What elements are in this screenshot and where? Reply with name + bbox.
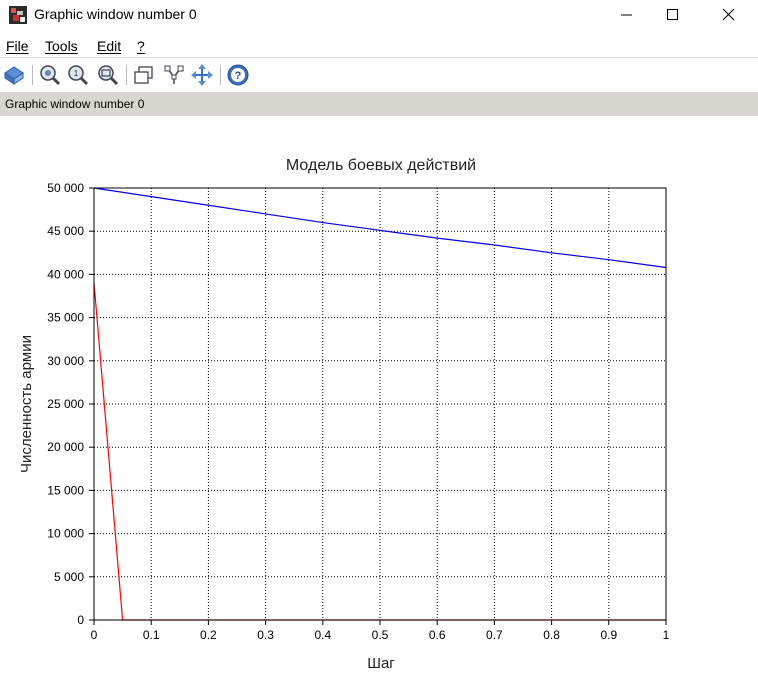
x-tick-label: 0 xyxy=(91,628,98,642)
title-bar: Graphic window number 0 xyxy=(0,0,758,30)
zoom-region-icon[interactable] xyxy=(96,63,120,87)
close-icon xyxy=(723,9,735,21)
maximize-icon xyxy=(667,9,678,20)
menu-edit[interactable]: Edit xyxy=(97,38,122,54)
menu-help[interactable]: ? xyxy=(137,38,145,54)
minimize-button[interactable] xyxy=(604,0,650,30)
help-icon[interactable]: ? xyxy=(226,63,250,87)
x-tick-label: 1 xyxy=(663,628,670,642)
y-tick-label: 35 000 xyxy=(47,311,84,325)
x-tick-label: 0.8 xyxy=(543,628,560,642)
x-tick-label: 0.7 xyxy=(486,628,503,642)
toolbar-separator xyxy=(32,65,33,85)
y-tick-label: 20 000 xyxy=(47,440,84,454)
y-tick-label: 40 000 xyxy=(47,267,84,281)
x-tick-label: 0.2 xyxy=(200,628,217,642)
x-tick-label: 0.5 xyxy=(372,628,389,642)
y-tick-label: 0 xyxy=(77,613,84,627)
pan-icon[interactable] xyxy=(190,63,214,87)
scilab-app-icon xyxy=(9,6,27,24)
new-window-icon[interactable] xyxy=(132,63,156,87)
close-button[interactable] xyxy=(706,0,752,30)
y-axis-label: Численность армии xyxy=(18,335,35,473)
y-tick-label: 25 000 xyxy=(47,397,84,411)
zoom-fit-icon[interactable]: 1 xyxy=(66,63,90,87)
y-tick-label: 10 000 xyxy=(47,527,84,541)
toolbar-separator xyxy=(126,65,127,85)
y-tick-label: 5 000 xyxy=(54,570,84,584)
y-tick-label: 50 000 xyxy=(47,181,84,195)
y-axis: 0 5 000 10 000 15 000 20 000 25 000 30 000 35 0… xyxy=(47,181,94,627)
chart-title: Модель боевых действий xyxy=(286,157,476,174)
x-tick-label: 0.1 xyxy=(143,628,160,642)
toolbar: 1 xyxy=(0,59,758,91)
info-bar-text: Graphic window number 0 xyxy=(5,97,145,111)
grid xyxy=(93,187,667,621)
toolbar-separator xyxy=(220,65,221,85)
menu-tools[interactable]: Tools xyxy=(45,38,78,54)
y-tick-label: 45 000 xyxy=(47,224,84,238)
menu-file[interactable]: File xyxy=(6,38,29,54)
info-bar: Graphic window number 0 xyxy=(0,92,758,116)
zoom-in-icon[interactable] xyxy=(38,63,62,87)
minimize-icon xyxy=(621,14,632,16)
series-line-0 xyxy=(93,187,667,269)
y-tick-label: 30 000 xyxy=(47,354,84,368)
y-tick-label: 15 000 xyxy=(47,483,84,497)
x-tick-label: 0.9 xyxy=(600,628,617,642)
x-axis: 0 0.1 0.2 0.3 0.4 0.5 0.6 0.7 0.8 0.9 1 xyxy=(91,620,670,642)
datatip-icon[interactable] xyxy=(162,63,186,87)
rotate-icon[interactable] xyxy=(2,63,26,87)
x-tick-label: 0.3 xyxy=(257,628,274,642)
x-axis-label: Шаг xyxy=(367,655,395,672)
svg-text:?: ? xyxy=(235,70,242,82)
x-tick-label: 0.4 xyxy=(314,628,331,642)
menu-bar: File Tools Edit ? xyxy=(0,36,758,58)
x-tick-label: 0.6 xyxy=(429,628,446,642)
svg-text:1: 1 xyxy=(74,69,79,78)
maximize-button[interactable] xyxy=(650,0,696,30)
window-title: Graphic window number 0 xyxy=(34,6,197,22)
